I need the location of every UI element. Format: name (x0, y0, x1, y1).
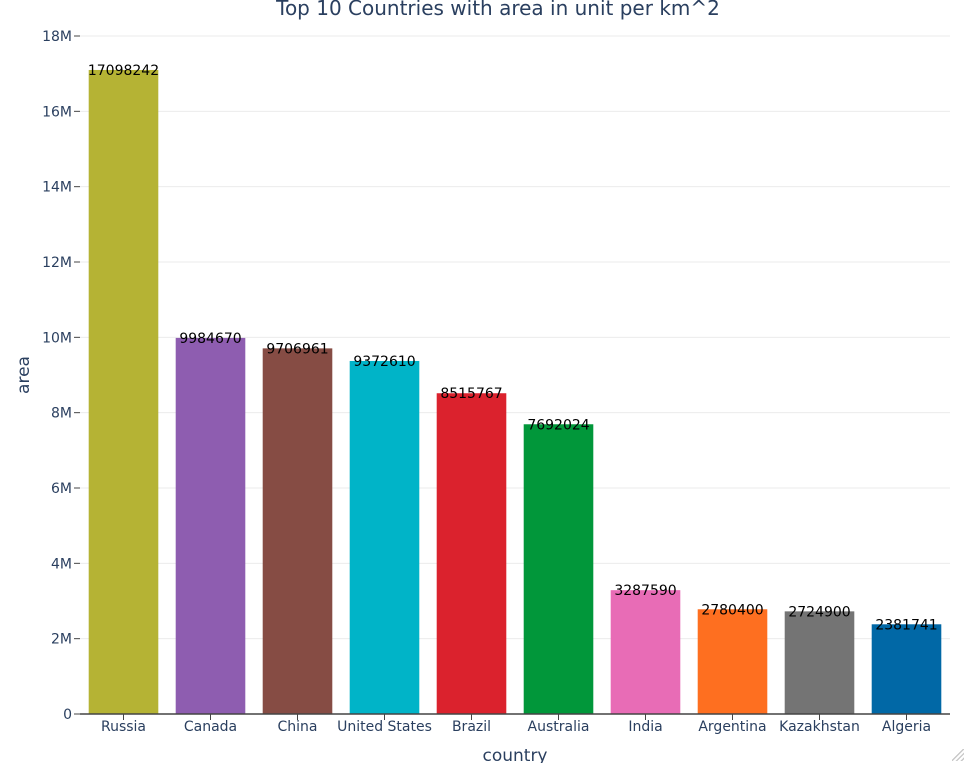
data-label: 2780400 (701, 602, 763, 618)
bar-argentina[interactable] (697, 609, 768, 714)
resize-handle[interactable] (952, 749, 964, 761)
y-tick-label: 6M (51, 481, 72, 497)
x-tick-label: Kazakhstan (779, 719, 860, 735)
y-tick-label: 4M (51, 556, 72, 572)
data-label: 9706961 (266, 341, 328, 357)
data-label: 9372610 (353, 354, 415, 370)
y-tick-label: 8M (51, 406, 72, 422)
bar-united-states[interactable] (349, 360, 420, 714)
bar-china[interactable] (262, 348, 333, 714)
data-label: 9984670 (179, 331, 241, 347)
bar-algeria[interactable] (871, 624, 942, 714)
chart-title: Top 10 Countries with area in unit per k… (275, 0, 720, 20)
y-tick-label: 0 (63, 707, 72, 723)
bars (88, 69, 942, 715)
x-tick-label: Algeria (882, 719, 931, 735)
x-axis-title: country (482, 746, 547, 763)
y-axis-title: area (14, 356, 34, 394)
x-tick-label: Russia (101, 719, 146, 735)
data-labels: 17098242 9984670 9706961 9372610 8515767 7692… (88, 63, 938, 633)
x-tick-label: Argentina (698, 719, 766, 735)
data-label: 17098242 (88, 63, 159, 79)
x-tick-label: Australia (528, 719, 590, 735)
data-label: 3287590 (614, 583, 676, 599)
bar-russia[interactable] (88, 69, 159, 715)
x-tick-label: Brazil (452, 719, 491, 735)
y-tick-label: 14M (42, 180, 72, 196)
y-tick-label: 16M (42, 104, 72, 120)
bar-india[interactable] (610, 590, 681, 714)
bar-canada[interactable] (175, 337, 246, 714)
x-tick-label: India (628, 719, 662, 735)
bar-brazil[interactable] (436, 393, 507, 714)
data-label: 2381741 (875, 617, 937, 633)
bar-australia[interactable] (523, 424, 594, 714)
data-label: 7692024 (527, 417, 589, 433)
x-tick-label: China (278, 719, 318, 735)
y-tick-label: 10M (42, 330, 72, 346)
x-tick-label: United States (337, 719, 432, 735)
axes: 0 2M 4M 6M 8M 10M 12M 14M 16M 18M Russia Canada Chin… (42, 29, 950, 735)
y-tick-label: 12M (42, 255, 72, 271)
y-tick-label: 2M (51, 632, 72, 648)
x-tick-label: Canada (184, 719, 237, 735)
y-tick-label: 18M (42, 29, 72, 45)
data-label: 2724900 (788, 604, 850, 620)
bar-kazakhstan[interactable] (784, 611, 855, 714)
data-label: 8515767 (440, 386, 502, 402)
